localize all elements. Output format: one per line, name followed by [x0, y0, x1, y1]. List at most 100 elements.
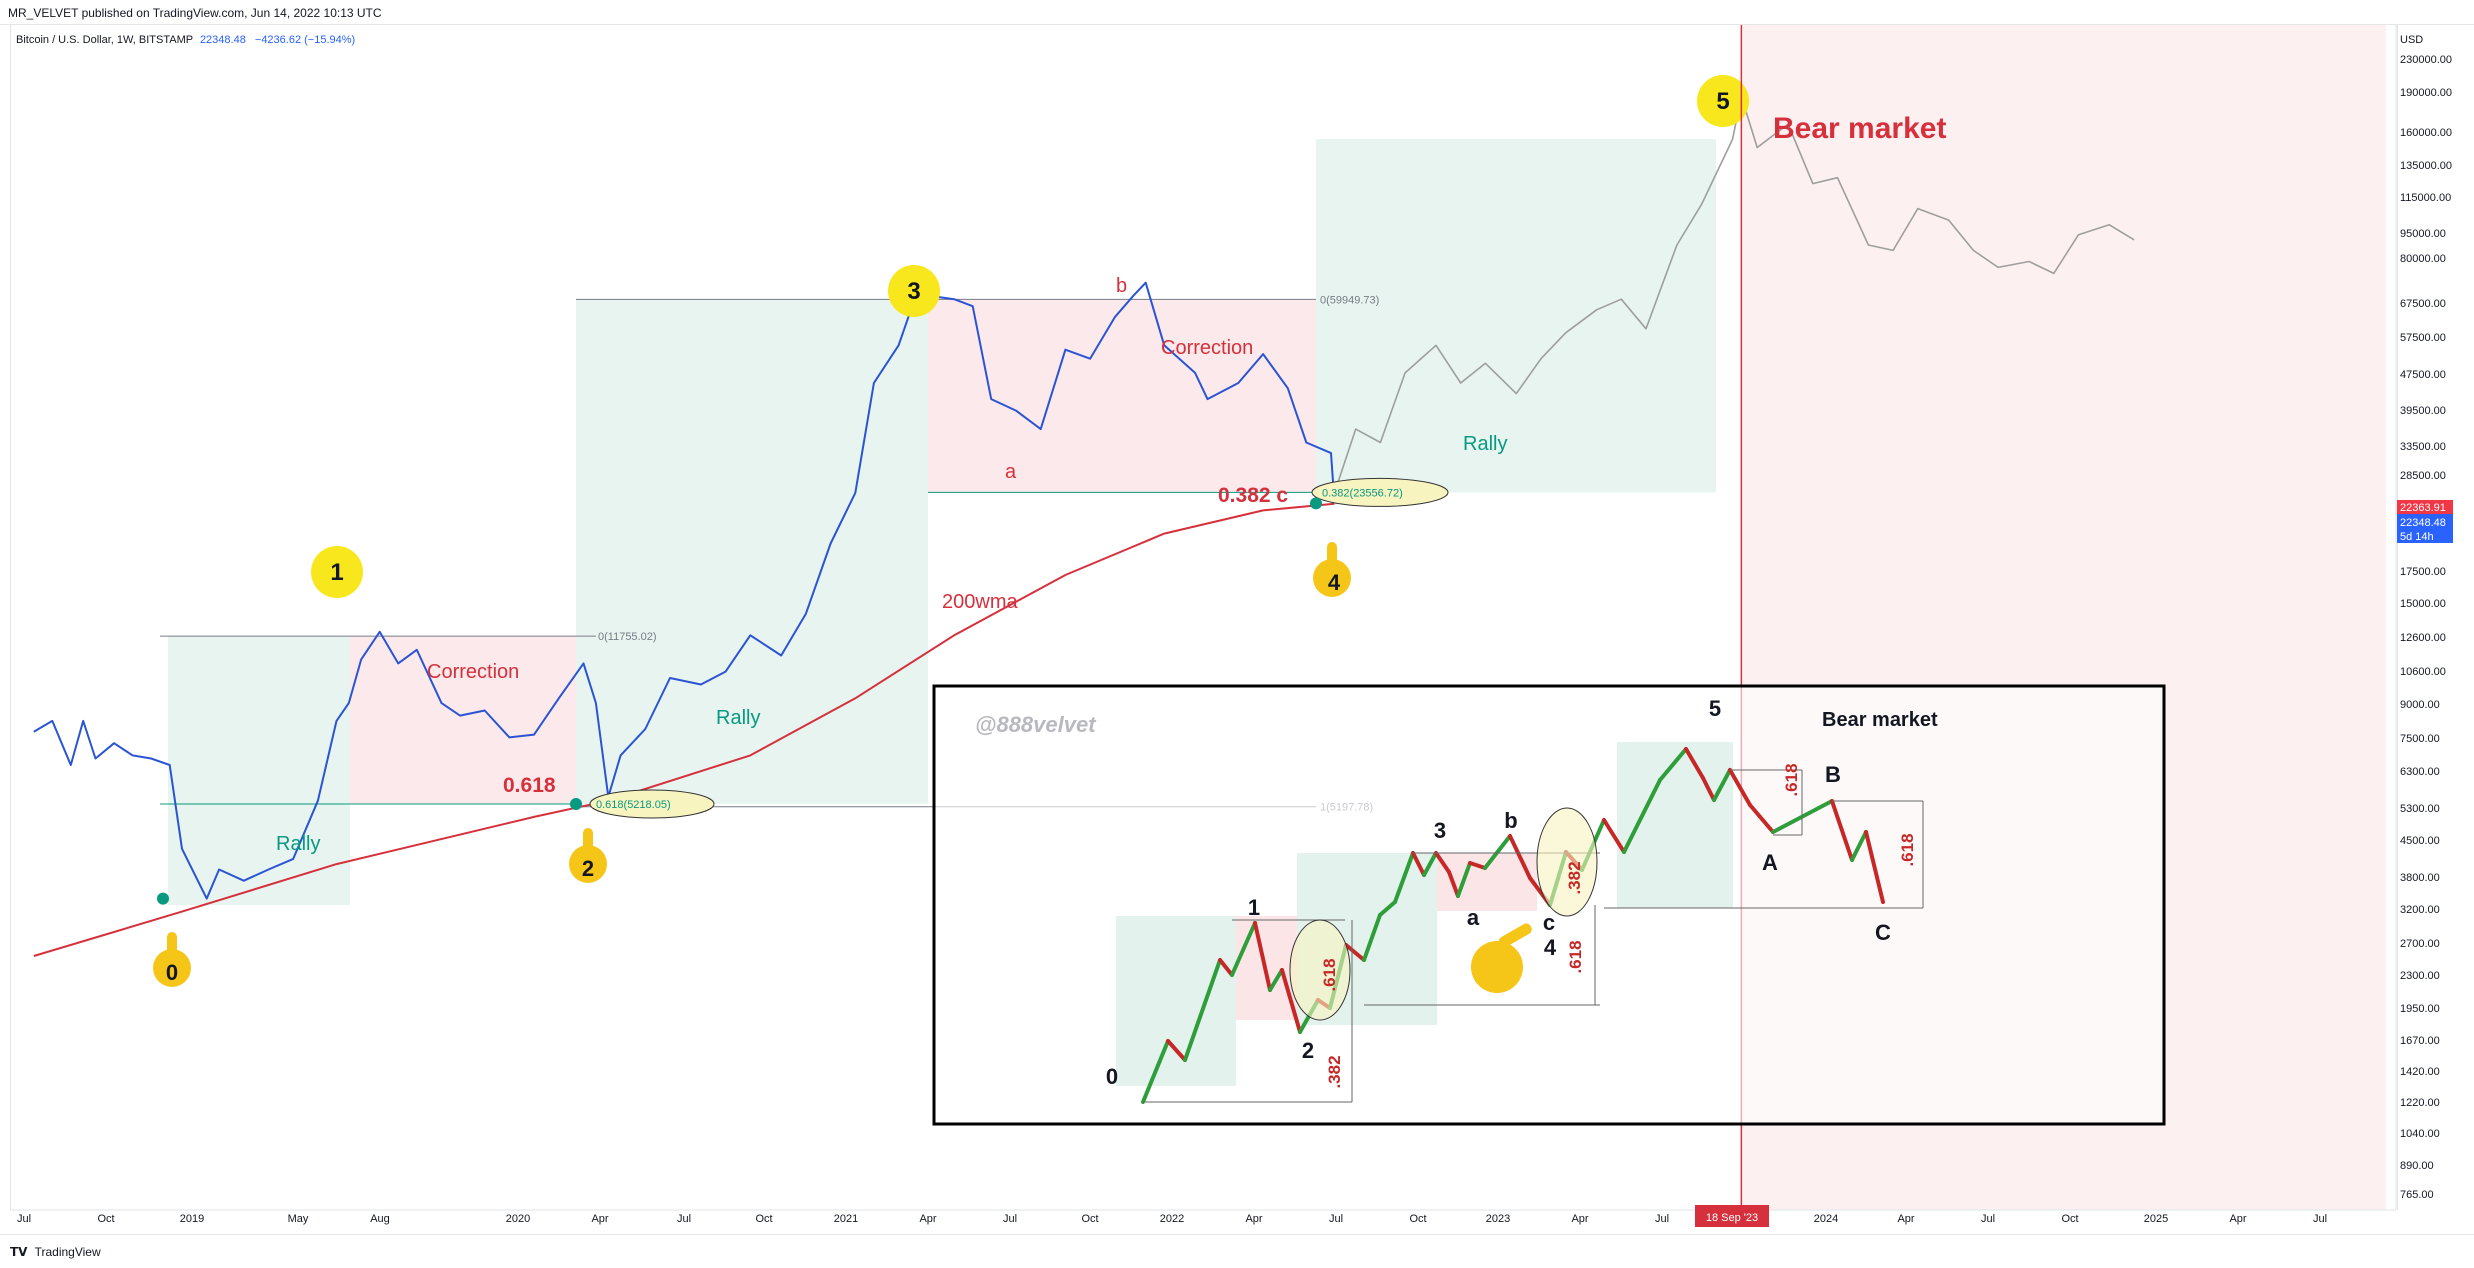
symbol-change: −4236.62 (−15.94%): [254, 34, 356, 46]
inset-wave-segment: [1393, 851, 1415, 904]
time-tick-label: 2025: [2144, 1213, 2168, 1225]
time-tick-label: Jul: [2313, 1213, 2327, 1225]
inset-wave-segment: [1166, 1039, 1187, 1062]
tradingview-logo[interactable]: 𝗧𝗩 TradingView: [10, 1245, 101, 1259]
wma-200-label: 200wma: [942, 591, 1018, 613]
price-tick-label: 135000.00: [2400, 160, 2452, 172]
time-tick-label: Jul: [1329, 1213, 1343, 1225]
fib-ratio-618-label: 0.618: [503, 774, 556, 797]
pivot-dot-0: [157, 892, 169, 905]
symbol-legend: Bitcoin / U.S. Dollar, 1W, BITSTAMP 2234…: [16, 34, 355, 46]
inset-rally-box-1: [1116, 916, 1236, 1086]
inset-wave-segment: [1378, 900, 1397, 917]
time-tick-label: 2019: [180, 1213, 204, 1225]
time-tick-label: Apr: [591, 1213, 608, 1225]
inset-wave-segment: [1434, 851, 1451, 874]
time-tick-label: Jul: [1003, 1213, 1017, 1225]
fib-ratio-382-label: 0.382 c: [1218, 484, 1288, 507]
inset-wave-segment: [1508, 834, 1532, 880]
time-tick-label: Jul: [677, 1213, 691, 1225]
inset-wave-segment: [1728, 768, 1752, 807]
wave-label-4: 4: [1328, 570, 1341, 595]
price-tick-label: 80000.00: [2400, 253, 2446, 265]
hand-pointer-0-icon: [153, 949, 191, 987]
time-tick-label: Aug: [370, 1213, 390, 1225]
inset-wave-segment: [1447, 870, 1460, 898]
rally-label-3: Rally: [1463, 433, 1507, 455]
wave-label-0: 0: [166, 960, 178, 985]
time-tick-label: Oct: [2061, 1213, 2078, 1225]
price-tick-label: 230000.00: [2400, 54, 2452, 66]
correction-label-2: Correction: [1161, 337, 1253, 359]
time-tick-label: Oct: [755, 1213, 772, 1225]
time-tag-date: [1695, 1205, 1769, 1227]
price-axis-unit: USD: [2400, 34, 2423, 46]
inset-label: 3: [1434, 818, 1446, 843]
wma-200-line: [33, 502, 1335, 957]
inset-ratio-label: .382: [1325, 1055, 1344, 1088]
rally-label-1: Rally: [276, 833, 320, 855]
rally-label-2: Rally: [716, 707, 760, 729]
inset-wave-segment: [1748, 803, 1775, 834]
fib-ellipse-618: [589, 789, 715, 819]
price-tick-label: 765.00: [2400, 1189, 2434, 1201]
hand-pointer-2-icon: [569, 845, 607, 883]
hand-pointer-0-finger-icon: [167, 932, 177, 958]
inset-label: C: [1875, 920, 1891, 945]
inset-ratio-label: .618: [1566, 940, 1585, 973]
pivot-dot-2: [570, 797, 582, 810]
price-tick-label: 28500.00: [2400, 470, 2446, 482]
inset-ratio-label: .618: [1898, 833, 1917, 866]
inset-wave-segment: [1830, 799, 1854, 862]
price-tick-label: 115000.00: [2400, 192, 2451, 204]
inset-wave-segment: [1468, 861, 1487, 870]
price-tick-label: 1040.00: [2400, 1128, 2440, 1140]
fib-label-382: 0.382(23556.72): [1322, 487, 1403, 499]
time-tick-label: Apr: [1897, 1213, 1914, 1225]
rally-box-1: [168, 636, 350, 905]
time-tick-label: Jul: [1981, 1213, 1995, 1225]
inset-wave-segment: [1483, 834, 1512, 870]
price-tick-label: 17500.00: [2400, 566, 2446, 578]
tradingview-icon: 𝗧𝗩: [10, 1245, 28, 1259]
inset-label: A: [1762, 850, 1778, 875]
price-tick-label: 12600.00: [2400, 632, 2446, 644]
tradingview-label: TradingView: [34, 1245, 101, 1259]
inset-wave-segment: [1622, 778, 1662, 854]
price-tick-label: 6300.00: [2400, 766, 2440, 778]
price-tick-label: 10600.00: [2400, 666, 2446, 678]
time-tick-label: Oct: [1081, 1213, 1098, 1225]
time-tick-label: 2022: [1160, 1213, 1184, 1225]
time-tick-label: 2024: [1814, 1213, 1838, 1225]
inset-title: Bear market: [1822, 709, 1938, 731]
chart-frame: [10, 24, 2398, 1210]
price-tick-label: 1950.00: [2400, 1003, 2440, 1015]
inset-ellipse-2: [1536, 807, 1598, 917]
inset-ratio-label: .618: [1320, 958, 1339, 991]
inset-wave-segment: [1183, 958, 1222, 1062]
time-tick-label: Apr: [2229, 1213, 2246, 1225]
time-tick-label: Oct: [1409, 1213, 1426, 1225]
time-tick-label: 2020: [506, 1213, 530, 1225]
wave-label-2: 2: [582, 856, 594, 881]
inset-wave-segment: [1230, 921, 1257, 977]
publish-header: MR_VELVET published on TradingView.com, …: [0, 0, 2474, 25]
wave-circle-1: [311, 546, 363, 598]
price-tick-label: 3200.00: [2400, 904, 2440, 916]
fib-label-618: 0.618(5218.05): [596, 799, 671, 811]
price-tick-label: 1420.00: [2400, 1066, 2440, 1078]
inset-watermark: @888velvet: [975, 712, 1097, 737]
price-tick-label: 5300.00: [2400, 803, 2440, 815]
inset-label: B: [1825, 762, 1841, 787]
price-tick-label: 2300.00: [2400, 970, 2440, 982]
time-tick-label: Jul: [17, 1213, 31, 1225]
inset-label: 0: [1106, 1064, 1118, 1089]
price-tag-current-label: 22348.48: [2400, 517, 2446, 529]
time-tick-label: 2023: [1486, 1213, 1510, 1225]
wave-circle-5: [1697, 75, 1749, 127]
time-tick-label: May: [288, 1213, 309, 1225]
wave-label-1: 1: [330, 559, 343, 586]
price-tick-label: 1670.00: [2400, 1035, 2440, 1047]
wave-label-3: 3: [907, 278, 920, 305]
price-line: [33, 281, 1336, 900]
